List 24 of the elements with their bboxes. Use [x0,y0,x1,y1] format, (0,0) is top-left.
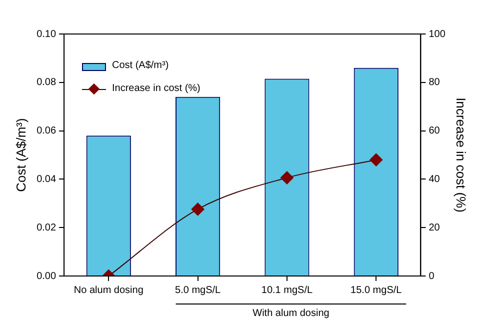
x-tick-label: No alum dosing [74,284,144,296]
y2-tick-label: 0 [428,270,435,282]
legend-label: Cost (A$/m³) [112,60,169,71]
y2-tick-label: 80 [428,77,440,88]
legend-label: Increase in cost (%) [112,83,200,94]
y-tick-label: 0.08 [36,77,56,88]
y-tick-label: 0.06 [36,126,56,137]
y-axis-title: Cost (A$/m³) [13,118,28,192]
y2-tick-label: 100 [428,28,446,40]
y2-tick-label: 20 [428,222,440,234]
text: With alum dosing [252,308,330,319]
point [370,153,383,166]
point [280,171,294,184]
y-tick-label: 0.00 [36,270,56,282]
point [191,202,204,216]
x-tick-label: 10.1 mgS/L [261,284,313,296]
y2-tick-label: 60 [428,126,440,137]
x-tick-label: 15.0 mgS/L [350,284,402,296]
x-tick-label: 5.0 mgS/L [175,284,222,296]
y2-axis-title: Increase in cost (%) [454,98,469,212]
y-tick-label: 0.02 [36,222,56,234]
y2-tick-label: 40 [428,174,440,185]
y-tick-label: 0.04 [36,174,56,185]
y-tick-label: 0.10 [36,28,56,40]
